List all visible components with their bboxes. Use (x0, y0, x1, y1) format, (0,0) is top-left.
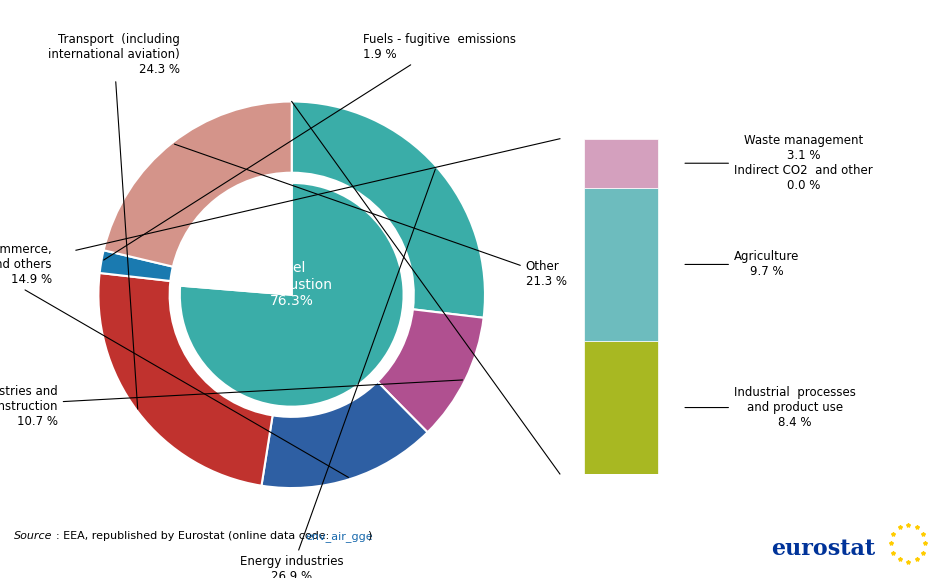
Text: : EEA, republished by Eurostat (online data code:: : EEA, republished by Eurostat (online d… (56, 531, 332, 540)
Text: eurostat: eurostat (772, 538, 876, 560)
Text: Other
21.3 %: Other 21.3 % (174, 144, 566, 288)
Text: Source: Source (14, 531, 53, 540)
Wedge shape (377, 309, 484, 432)
Bar (584, 139, 658, 188)
Text: Industrial  processes
and product use
8.4 %: Industrial processes and product use 8.4… (685, 386, 856, 429)
Text: Fuels - fugitive  emissions
1.9 %: Fuels - fugitive emissions 1.9 % (104, 32, 516, 260)
Text: Energy industries
26.9 %: Energy industries 26.9 % (240, 169, 436, 578)
Wedge shape (180, 183, 292, 295)
Wedge shape (100, 250, 173, 281)
Wedge shape (262, 381, 427, 488)
Wedge shape (104, 102, 292, 266)
Text: Agriculture
9.7 %: Agriculture 9.7 % (685, 250, 799, 279)
Text: Fuel
combustion
76.3%: Fuel combustion 76.3% (251, 261, 332, 308)
Text: env_air_gge: env_air_gge (305, 531, 373, 542)
Text: Transport  (including
international aviation)
24.3 %: Transport (including international aviat… (48, 33, 180, 409)
Wedge shape (292, 102, 485, 318)
Bar (584, 341, 658, 474)
Bar (584, 188, 658, 341)
Text: ): ) (367, 531, 372, 540)
Text: Households, commerce,
institutions, and others
14.9 %: Households, commerce, institutions, and … (0, 243, 348, 477)
Wedge shape (180, 183, 404, 407)
Text: Manufacturing  industries and
construction
10.7 %: Manufacturing industries and constructio… (0, 380, 463, 428)
Text: Waste management
3.1 %
Indirect CO2  and other
0.0 %: Waste management 3.1 % Indirect CO2 and … (685, 134, 872, 192)
Wedge shape (99, 273, 273, 486)
